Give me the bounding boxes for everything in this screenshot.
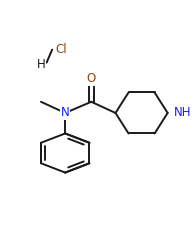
Text: NH: NH — [174, 106, 192, 119]
Text: H: H — [37, 58, 45, 71]
Text: N: N — [61, 106, 70, 119]
Text: Cl: Cl — [56, 43, 67, 56]
Text: O: O — [87, 72, 96, 85]
